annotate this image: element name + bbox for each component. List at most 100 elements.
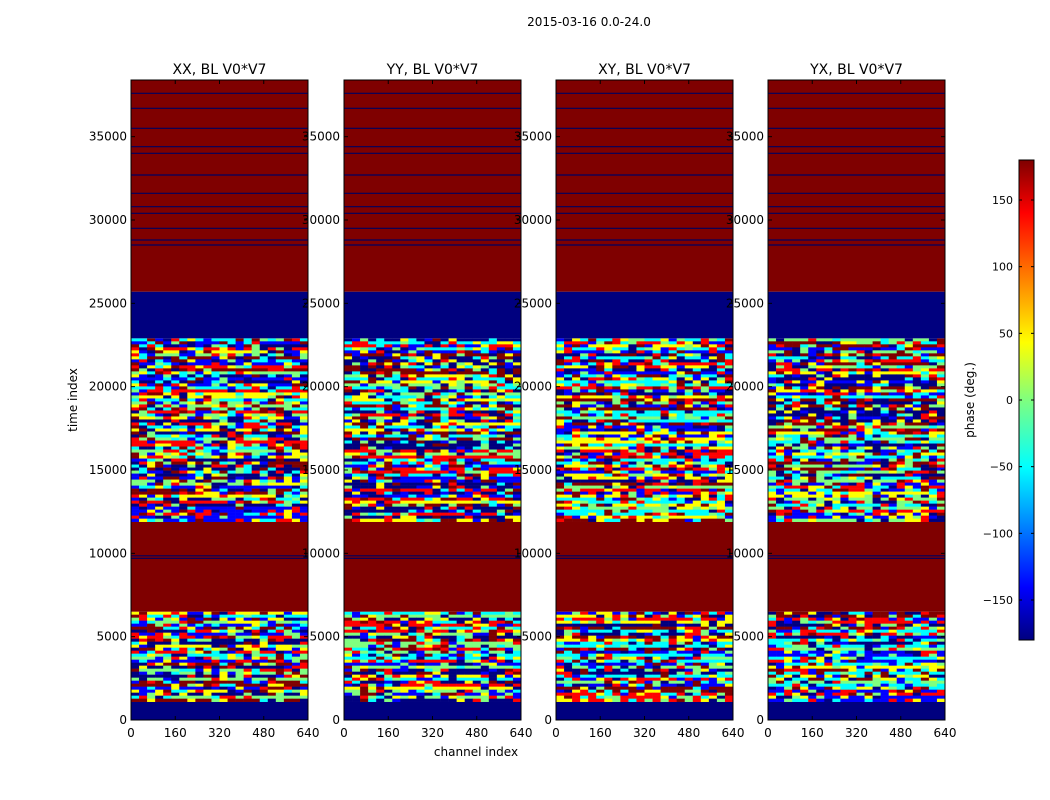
phase-cell <box>424 494 433 498</box>
phase-cell <box>392 410 401 414</box>
phase-cell <box>604 695 613 699</box>
phase-cell <box>504 407 514 411</box>
phase-cell <box>299 509 309 513</box>
phase-cell <box>243 497 252 501</box>
phase-cell <box>187 425 196 429</box>
phase-cell <box>392 467 401 471</box>
phase-cell <box>700 635 710 639</box>
phase-cell <box>384 437 393 441</box>
phase-cell <box>408 452 417 456</box>
phase-cell <box>139 374 148 378</box>
phase-cell <box>360 497 369 501</box>
phase-cell <box>235 368 244 372</box>
phase-cell <box>291 392 301 396</box>
phase-cell <box>440 383 449 387</box>
phase-cell <box>588 671 597 675</box>
phase-cell <box>179 647 188 651</box>
phase-cell <box>496 401 506 405</box>
phase-cell <box>171 647 180 651</box>
phase-cell <box>384 356 393 360</box>
phase-cell <box>227 650 236 654</box>
phase-cell <box>504 692 514 696</box>
phase-cell <box>291 506 301 510</box>
phase-cell <box>440 413 449 417</box>
phase-cell <box>187 698 196 702</box>
phase-cell <box>596 617 605 621</box>
phase-cell <box>267 431 277 435</box>
phase-row <box>131 677 309 681</box>
phase-cell <box>480 620 490 624</box>
phase-cell <box>496 338 506 342</box>
phase-cell <box>596 659 605 663</box>
y-tick-label: 10000 <box>89 546 127 560</box>
phase-cell <box>512 680 522 684</box>
phase-cell <box>203 650 212 654</box>
phase-cell <box>155 629 164 633</box>
phase-cell <box>259 461 269 465</box>
phase-cell <box>267 353 277 357</box>
phase-cell <box>448 611 457 615</box>
phase-cell <box>267 383 277 387</box>
phase-cell <box>131 635 140 639</box>
phase-cell <box>139 494 148 498</box>
phase-cell <box>171 401 180 405</box>
phase-cell <box>155 665 164 669</box>
phase-cell <box>628 611 637 615</box>
phase-cell <box>400 620 409 624</box>
phase-cell <box>496 359 506 363</box>
phase-cell <box>235 422 244 426</box>
phase-cell <box>660 683 669 687</box>
phase-cell <box>360 413 369 417</box>
phase-cell <box>724 623 734 627</box>
phase-cell <box>299 398 309 402</box>
phase-cell <box>716 668 726 672</box>
phase-cell <box>259 518 269 522</box>
phase-cell <box>432 512 441 516</box>
phase-cell <box>291 644 301 648</box>
phase-cell <box>203 362 212 366</box>
phase-cell <box>480 515 490 519</box>
phase-cell <box>352 650 361 654</box>
phase-cell <box>171 416 180 420</box>
phase-cell <box>384 680 393 684</box>
phase-cell <box>299 353 309 357</box>
phase-cell <box>131 485 140 489</box>
phase-cell <box>424 455 433 459</box>
phase-cell <box>408 620 417 624</box>
phase-cell <box>243 491 252 495</box>
phase-cell <box>716 677 726 681</box>
phase-cell <box>299 500 309 504</box>
phase-cell <box>267 395 277 399</box>
phase-cell <box>251 449 261 453</box>
phase-cell <box>572 647 581 651</box>
phase-cell <box>360 383 369 387</box>
phase-cell <box>211 338 220 342</box>
phase-cell <box>352 662 361 666</box>
phase-cell <box>171 398 180 402</box>
phase-cell <box>512 476 522 480</box>
phase-cell <box>203 644 212 648</box>
phase-cell <box>211 437 220 441</box>
phase-cell <box>291 668 301 672</box>
phase-cell <box>716 653 726 657</box>
phase-cell <box>408 458 417 462</box>
phase-cell <box>620 656 629 660</box>
phase-cell <box>456 515 465 519</box>
phase-cell <box>604 638 613 642</box>
phase-cell <box>267 611 277 615</box>
phase-cell <box>724 659 734 663</box>
phase-cell <box>195 635 204 639</box>
phase-cell <box>416 515 425 519</box>
phase-cell <box>472 449 482 453</box>
phase-cell <box>275 611 285 615</box>
phase-cell <box>163 677 172 681</box>
phase-cell <box>187 503 196 507</box>
phase-cell <box>400 392 409 396</box>
phase-cell <box>456 644 465 648</box>
phase-cell <box>291 341 301 345</box>
phase-cell <box>440 443 449 447</box>
phase-cell <box>692 626 702 630</box>
phase-cell <box>227 644 236 648</box>
phase-cell <box>344 353 353 357</box>
phase-cell <box>392 407 401 411</box>
